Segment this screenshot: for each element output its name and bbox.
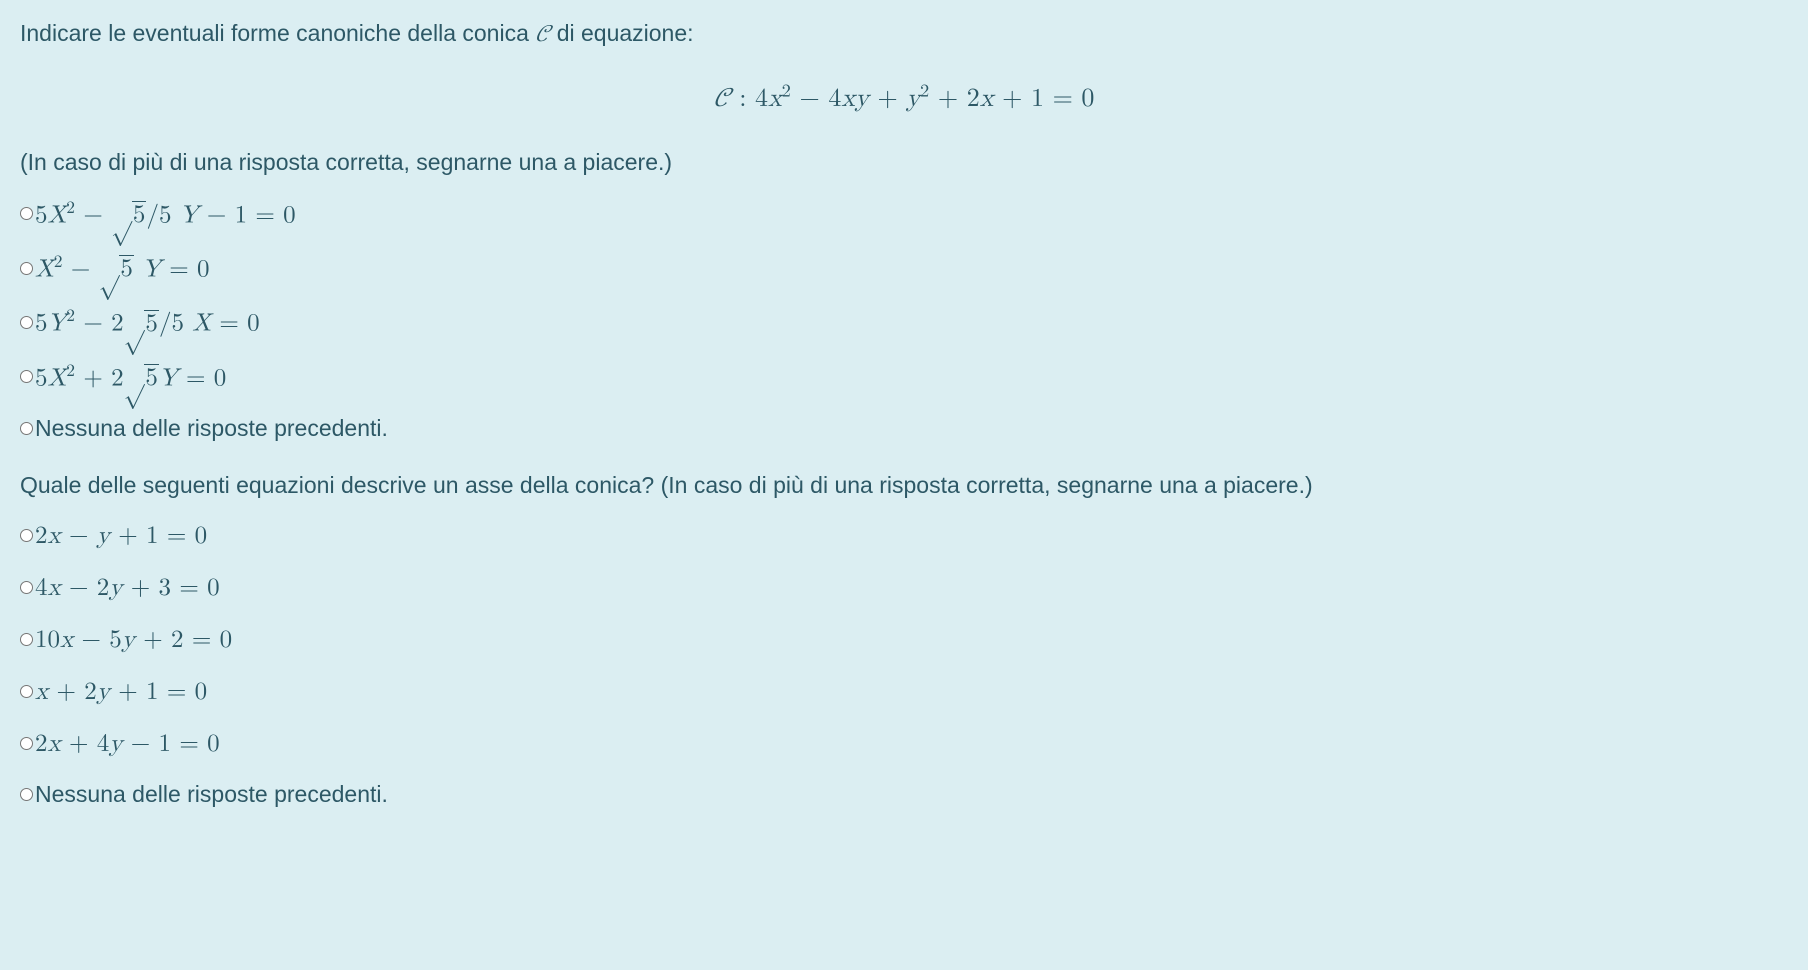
q1-options: 5X2 − 5/5 Y − 1 = 0 X2 − 5 Y = 0 5Y2 − 2… [20,198,1788,442]
q1-prompt-symbol: 𝒞 [535,23,550,46]
q1-radio-4[interactable] [20,370,33,383]
q1-equation-block: 𝒞 : 4x2 − 4xy + y2 + 2x + 1 = 0 [20,79,1788,115]
q2-option-1-label: 2x − y + 1 = 0 [35,521,207,551]
q2-radio-1[interactable] [20,529,33,542]
q2-option-6: Nessuna delle risposte precedenti. [20,781,1788,808]
q1-option-5-label: Nessuna delle risposte precedenti. [35,415,388,442]
q1-option-4: 5X2 + 25Y = 0 [20,361,1788,393]
q2-option-4-label: x + 2y + 1 = 0 [35,677,207,707]
q1-option-1: 5X2 − 5/5 Y − 1 = 0 [20,198,1788,230]
q1-option-3: 5Y2 − 25/5 X = 0 [20,306,1788,338]
q2-option-3: 10x − 5y + 2 = 0 [20,625,1788,655]
q2-option-6-label: Nessuna delle risposte precedenti. [35,781,388,808]
q1-equation: 𝒞 : 4x2 − 4xy + y2 + 2x + 1 = 0 [714,86,1095,112]
q2-option-5-label: 2x + 4y − 1 = 0 [35,729,220,759]
q1-prompt-prefix: Indicare le eventuali forme canoniche de… [20,20,535,46]
q1-sub-prompt: (In caso di più di una risposta corretta… [20,149,1788,176]
q2-option-4: x + 2y + 1 = 0 [20,677,1788,707]
q2-option-3-label: 10x − 5y + 2 = 0 [35,625,232,655]
q2-option-5: 2x + 4y − 1 = 0 [20,729,1788,759]
q2-prompt: Quale delle seguenti equazioni descrive … [20,472,1788,499]
q2-option-1: 2x − y + 1 = 0 [20,521,1788,551]
q2-block: Quale delle seguenti equazioni descrive … [20,472,1788,808]
q1-radio-1[interactable] [20,207,33,220]
q1-option-5: Nessuna delle risposte precedenti. [20,415,1788,442]
q2-options: 2x − y + 1 = 0 4x − 2y + 3 = 0 10x − 5y … [20,521,1788,808]
q1-radio-5[interactable] [20,422,33,435]
q2-radio-3[interactable] [20,633,33,646]
q2-option-2-label: 4x − 2y + 3 = 0 [35,573,220,603]
q1-prompt-suffix: di equazione: [550,20,693,46]
q2-radio-5[interactable] [20,737,33,750]
q1-radio-3[interactable] [20,316,33,329]
q1-option-3-label: 5Y2 − 25/5 X = 0 [35,306,260,338]
q1-prompt: Indicare le eventuali forme canoniche de… [20,20,1788,49]
q1-option-4-label: 5X2 + 25Y = 0 [35,361,226,393]
q2-radio-6[interactable] [20,788,33,801]
q1-option-2-label: X2 − 5 Y = 0 [35,252,210,284]
q2-radio-4[interactable] [20,685,33,698]
q1-option-1-label: 5X2 − 5/5 Y − 1 = 0 [35,198,296,230]
q2-option-2: 4x − 2y + 3 = 0 [20,573,1788,603]
q2-radio-2[interactable] [20,581,33,594]
q1-option-2: X2 − 5 Y = 0 [20,252,1788,284]
q1-radio-2[interactable] [20,262,33,275]
